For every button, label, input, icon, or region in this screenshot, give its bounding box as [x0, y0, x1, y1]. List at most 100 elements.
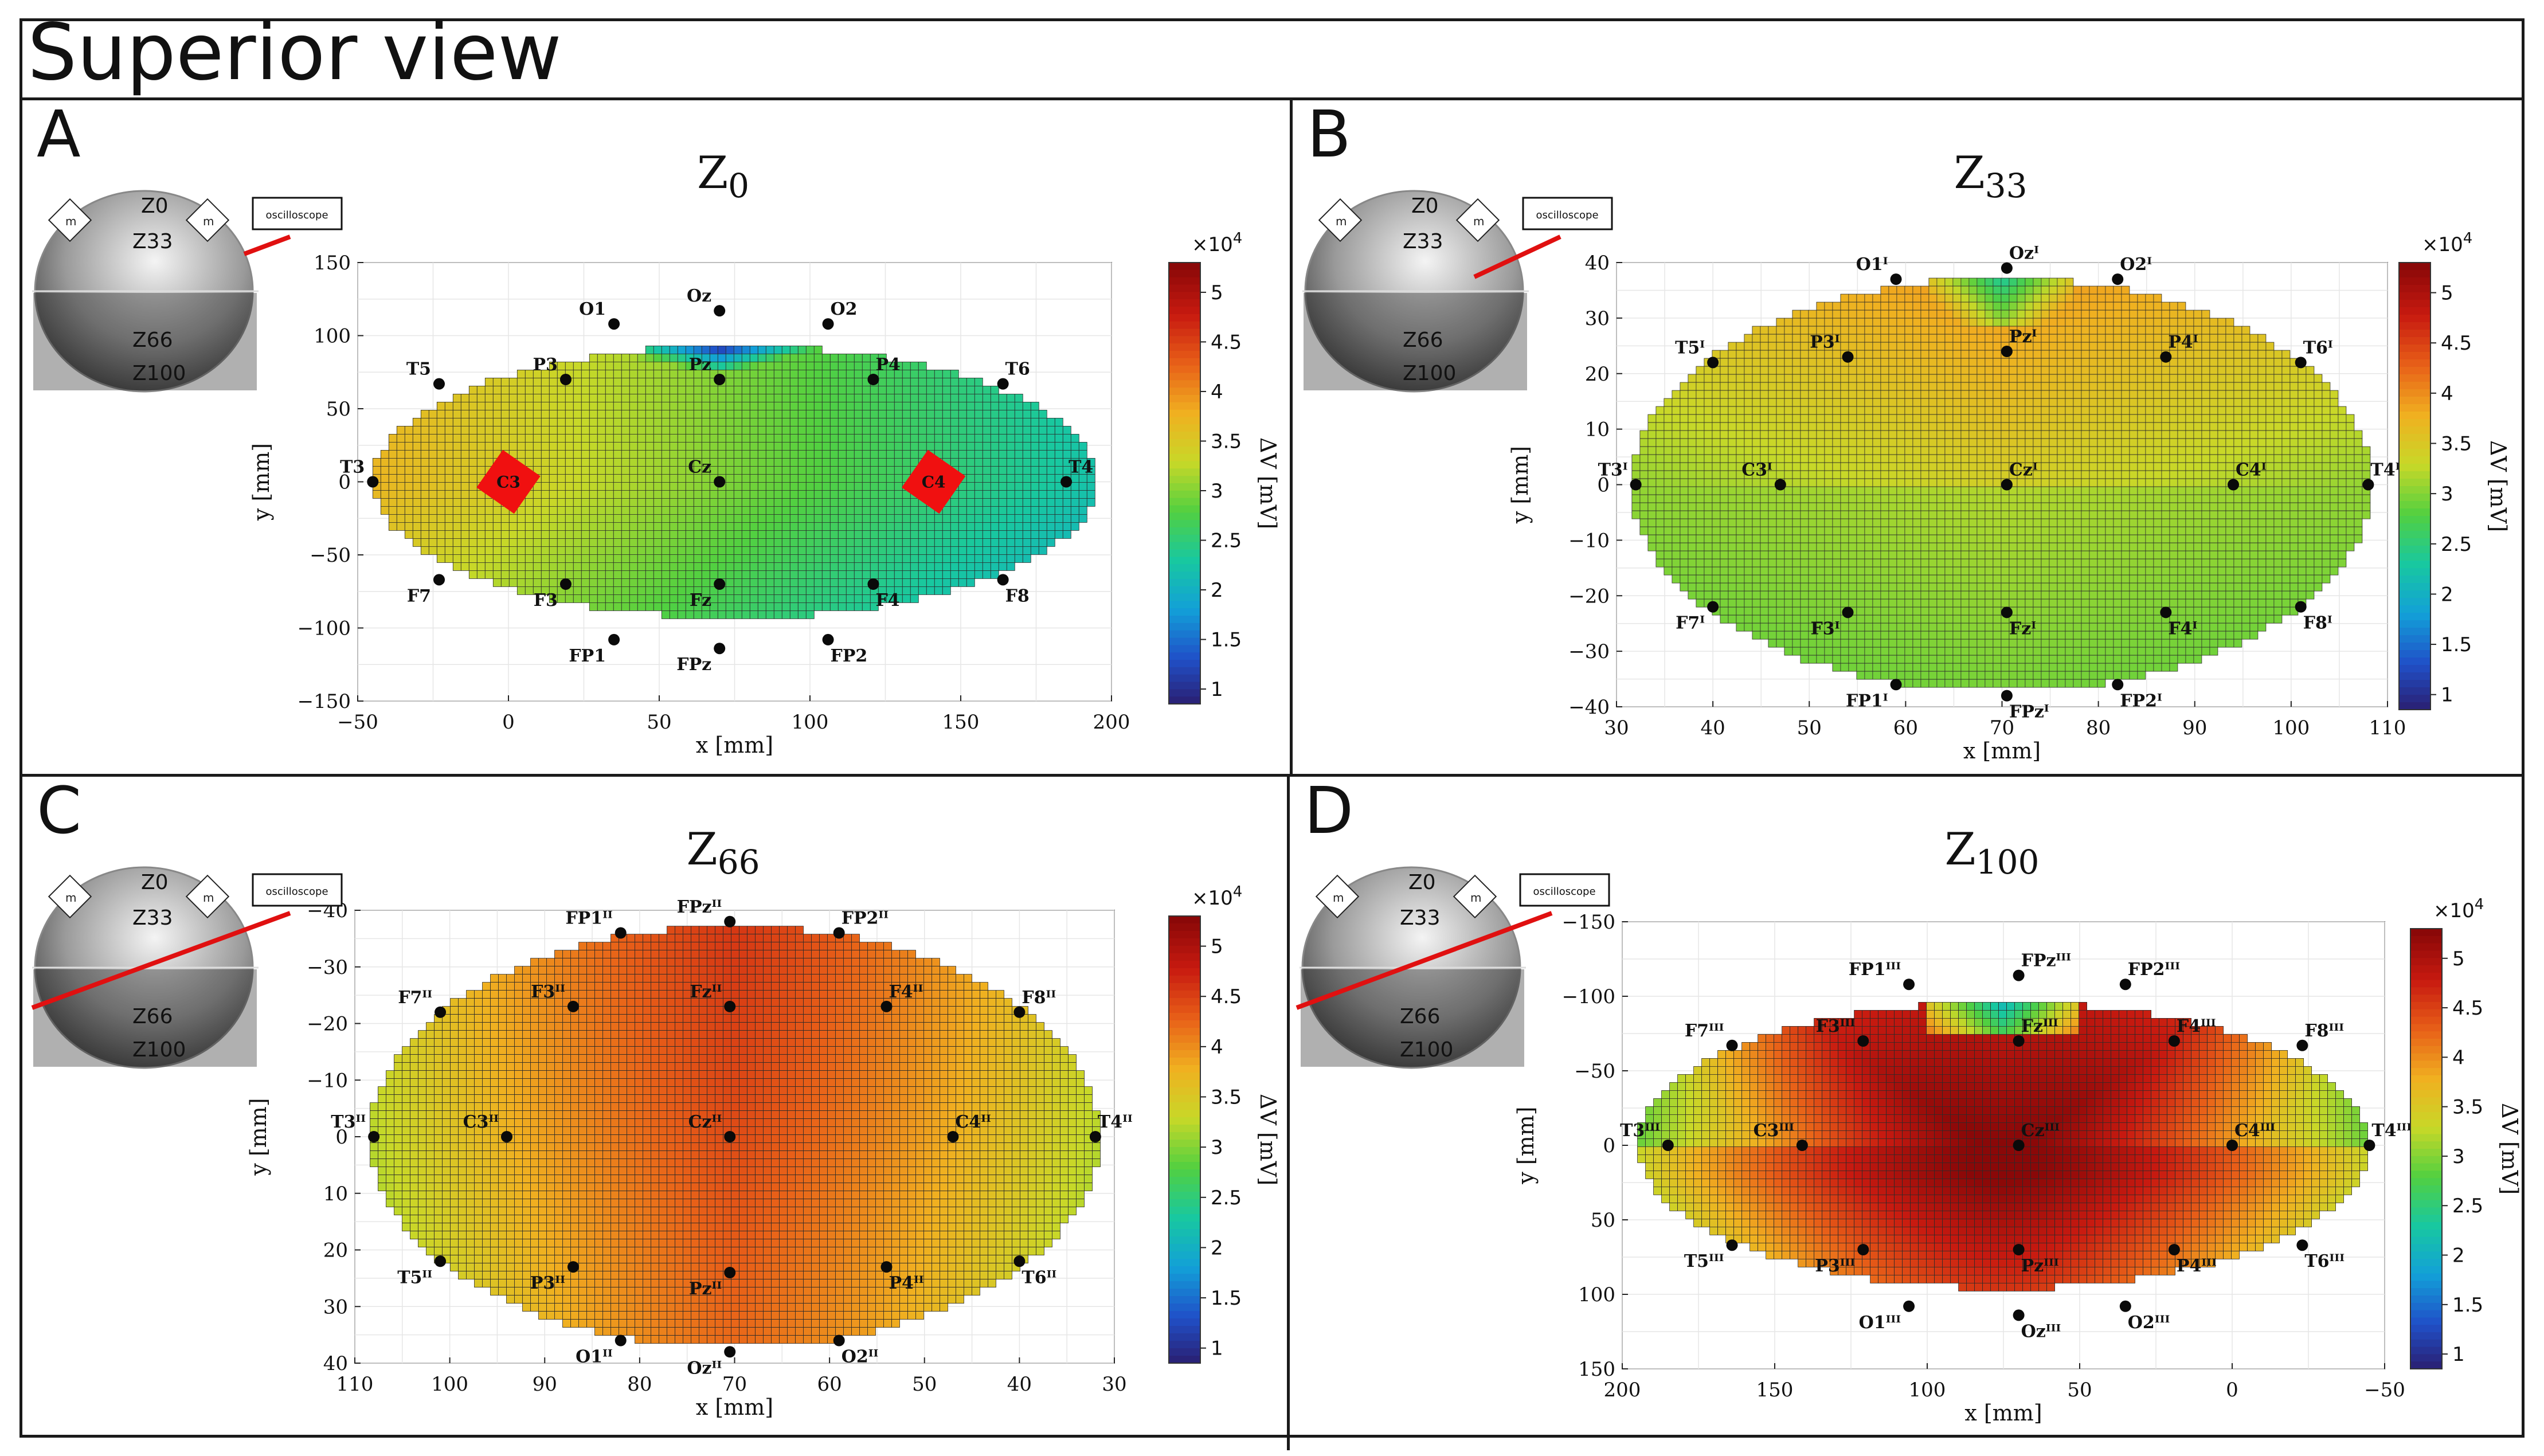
heatmap-cell: [2137, 334, 2146, 343]
heatmap-cell: [2185, 318, 2194, 327]
heatmap-cell: [942, 562, 951, 571]
heatmap-cell: [613, 514, 622, 523]
heatmap-cell: [637, 458, 646, 467]
heatmap-cell: [918, 506, 927, 515]
heatmap-cell: [629, 369, 638, 378]
heatmap-cell: [1856, 430, 1865, 439]
heatmap-cell: [2073, 326, 2082, 335]
heatmap-cell: [1768, 446, 1777, 455]
heatmap-cell: [2153, 382, 2162, 391]
heatmap-cell: [677, 402, 686, 410]
heatmap-cell: [2073, 446, 2082, 455]
heatmap-cell: [573, 490, 582, 499]
heatmap-cell: [1744, 334, 1753, 343]
heatmap-cell: [894, 530, 903, 539]
heatmap-cell: [870, 474, 879, 483]
heatmap-cell: [516, 434, 526, 443]
heatmap-cell: [1840, 454, 1849, 463]
heatmap-cell: [1696, 486, 1705, 495]
heatmap-cell: [597, 602, 606, 611]
heatmap-cell: [2177, 494, 2186, 503]
heatmap-cell: [2113, 318, 2122, 327]
heatmap-cell: [805, 393, 815, 402]
heatmap-cell: [2241, 422, 2251, 431]
heatmap-cell: [2257, 518, 2267, 527]
heatmap-cell: [1070, 482, 1079, 491]
heatmap-cell: [837, 546, 847, 555]
heatmap-cell: [2065, 358, 2074, 367]
heatmap-cell: [2265, 510, 2275, 519]
heatmap-cell: [1985, 358, 1994, 367]
heatmap-cell: [1944, 358, 1954, 367]
heatmap-cell: [2177, 478, 2186, 487]
heatmap-cell: [829, 466, 839, 475]
heatmap-cell: [717, 434, 726, 443]
heatmap-cell: [2185, 422, 2194, 431]
heatmap-cell: [2209, 518, 2218, 527]
heatmap-cell: [2338, 414, 2347, 423]
heatmap-cell: [1832, 358, 1841, 367]
heatmap-cell: [541, 426, 550, 435]
heatmap-cell: [2017, 366, 2026, 375]
heatmap-cell: [1792, 510, 1801, 519]
heatmap-cell: [1006, 482, 1015, 491]
heatmap-cell: [516, 369, 526, 378]
heatmap-cell: [621, 570, 630, 579]
heatmap-cell: [2009, 398, 2018, 407]
heatmap-cell: [396, 474, 405, 483]
heatmap-cell: [677, 490, 686, 499]
heatmap-cell: [685, 546, 694, 555]
heatmap-cell: [1768, 406, 1777, 415]
heatmap-cell: [2177, 502, 2186, 511]
heatmap-cell: [2217, 454, 2226, 463]
heatmap-cell: [1848, 390, 1857, 399]
heatmap-cell: [525, 369, 534, 378]
heatmap-cell: [2298, 398, 2307, 407]
heatmap-cell: [645, 402, 654, 410]
heatmap-cell: [2322, 486, 2331, 495]
heatmap-cell: [1824, 470, 1833, 479]
heatmap-cell: [1800, 422, 1809, 431]
heatmap-cell: [685, 514, 694, 523]
heatmap-cell: [1712, 454, 1721, 463]
heatmap-cell: [484, 554, 494, 563]
heatmap-cell: [1688, 414, 1697, 423]
heatmap-cell: [1728, 342, 1737, 351]
heatmap-cell: [765, 458, 774, 467]
heatmap-cell: [1824, 414, 1833, 423]
heatmap-cell: [1054, 514, 1063, 523]
heatmap-cell: [741, 345, 750, 354]
heatmap-cell: [2161, 502, 2170, 511]
heatmap-cell: [653, 474, 662, 483]
heatmap-cell: [2265, 494, 2275, 503]
heatmap-cell: [2201, 318, 2210, 327]
heatmap-cell: [821, 482, 831, 491]
heatmap-cell: [813, 474, 823, 483]
heatmap-cell: [701, 418, 710, 426]
colorbar-segment: [1169, 630, 1200, 639]
heatmap-cell: [1046, 498, 1055, 507]
heatmap-cell: [1936, 358, 1946, 367]
heatmap-cell: [1960, 366, 1970, 375]
heatmap-cell: [581, 426, 590, 435]
heatmap-cell: [2017, 374, 2026, 383]
heatmap-cell: [693, 442, 702, 451]
heatmap-cell: [557, 482, 566, 491]
heatmap-cell: [1792, 502, 1801, 511]
heatmap-cell: [2306, 462, 2315, 471]
heatmap-cell: [396, 490, 405, 499]
heatmap-cell: [1904, 510, 1913, 519]
electrode-dot: [433, 574, 445, 586]
heatmap-cell: [918, 586, 927, 595]
heatmap-cell: [2065, 462, 2074, 471]
heatmap-cell: [621, 369, 630, 378]
heatmap-cell: [813, 410, 823, 418]
heatmap-cell: [1848, 326, 1857, 335]
heatmap-cell: [757, 361, 766, 370]
heatmap-cell: [452, 410, 461, 418]
heatmap-cell: [854, 369, 863, 378]
heatmap-cell: [581, 498, 590, 507]
heatmap-cell: [966, 578, 975, 587]
heatmap-cell: [669, 570, 678, 579]
heatmap-cell: [2025, 414, 2034, 423]
